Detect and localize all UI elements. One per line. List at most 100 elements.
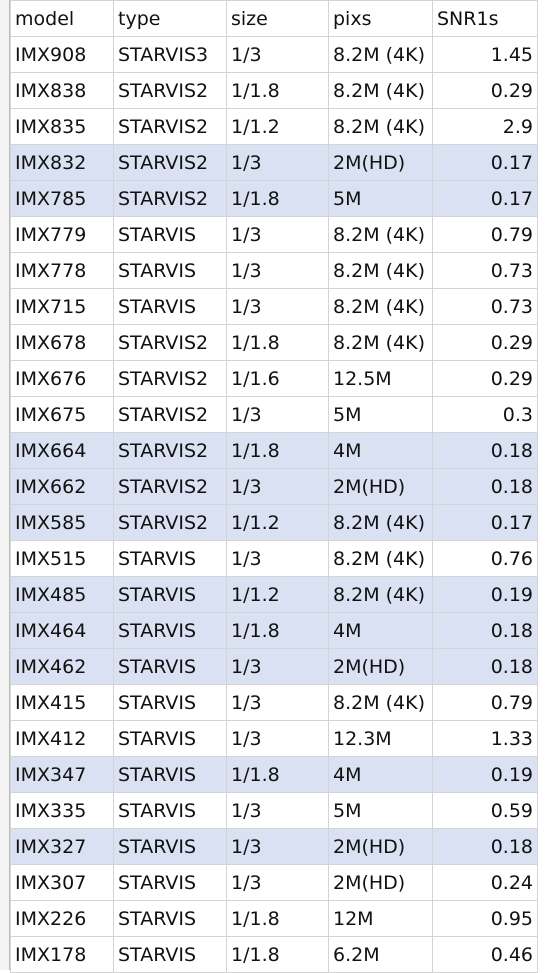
- snr-cell[interactable]: 2.9: [432, 108, 538, 145]
- snr-cell[interactable]: 0.18: [432, 432, 538, 469]
- model-cell[interactable]: IMX347: [10, 756, 114, 793]
- size-cell[interactable]: 1/3: [226, 468, 329, 505]
- type-cell[interactable]: STARVIS: [113, 828, 227, 865]
- size-cell[interactable]: 1/1.8: [226, 756, 329, 793]
- pixs-cell[interactable]: 6.2M: [328, 936, 433, 973]
- size-cell[interactable]: 1/1.8: [226, 324, 329, 361]
- size-cell[interactable]: 1/1.8: [226, 900, 329, 937]
- size-cell[interactable]: 1/1.8: [226, 936, 329, 973]
- type-cell[interactable]: STARVIS2: [113, 396, 227, 433]
- model-cell[interactable]: IMX908: [10, 36, 114, 73]
- pixs-cell[interactable]: 8.2M (4K): [328, 540, 433, 577]
- pixs-cell[interactable]: 2M(HD): [328, 144, 433, 181]
- pixs-cell[interactable]: 8.2M (4K): [328, 216, 433, 253]
- model-cell[interactable]: IMX327: [10, 828, 114, 865]
- type-cell[interactable]: STARVIS2: [113, 144, 227, 181]
- pixs-cell[interactable]: 8.2M (4K): [328, 36, 433, 73]
- size-cell[interactable]: 1/3: [226, 288, 329, 325]
- type-cell[interactable]: STARVIS2: [113, 324, 227, 361]
- type-cell[interactable]: STARVIS2: [113, 108, 227, 145]
- type-cell[interactable]: STARVIS2: [113, 504, 227, 541]
- size-cell[interactable]: 1/1.2: [226, 576, 329, 613]
- size-cell[interactable]: 1/1.8: [226, 72, 329, 109]
- type-cell[interactable]: STARVIS: [113, 288, 227, 325]
- size-cell[interactable]: 1/3: [226, 396, 329, 433]
- type-cell[interactable]: STARVIS: [113, 252, 227, 289]
- model-cell[interactable]: IMX678: [10, 324, 114, 361]
- header-cell[interactable]: pixs: [328, 0, 433, 37]
- type-cell[interactable]: STARVIS: [113, 720, 227, 757]
- model-cell[interactable]: IMX585: [10, 504, 114, 541]
- pixs-cell[interactable]: 12.3M: [328, 720, 433, 757]
- type-cell[interactable]: STARVIS2: [113, 180, 227, 217]
- snr-cell[interactable]: 0.29: [432, 72, 538, 109]
- model-cell[interactable]: IMX415: [10, 684, 114, 721]
- snr-cell[interactable]: 0.29: [432, 324, 538, 361]
- type-cell[interactable]: STARVIS: [113, 900, 227, 937]
- snr-cell[interactable]: 0.18: [432, 612, 538, 649]
- type-cell[interactable]: STARVIS: [113, 756, 227, 793]
- snr-cell[interactable]: 0.29: [432, 360, 538, 397]
- model-cell[interactable]: IMX307: [10, 864, 114, 901]
- size-cell[interactable]: 1/3: [226, 36, 329, 73]
- type-cell[interactable]: STARVIS: [113, 936, 227, 973]
- size-cell[interactable]: 1/3: [226, 864, 329, 901]
- snr-cell[interactable]: 1.45: [432, 36, 538, 73]
- snr-cell[interactable]: 0.24: [432, 864, 538, 901]
- size-cell[interactable]: 1/3: [226, 540, 329, 577]
- model-cell[interactable]: IMX412: [10, 720, 114, 757]
- snr-cell[interactable]: 0.46: [432, 936, 538, 973]
- pixs-cell[interactable]: 2M(HD): [328, 648, 433, 685]
- size-cell[interactable]: 1/1.8: [226, 180, 329, 217]
- size-cell[interactable]: 1/3: [226, 720, 329, 757]
- pixs-cell[interactable]: 8.2M (4K): [328, 288, 433, 325]
- size-cell[interactable]: 1/3: [226, 828, 329, 865]
- snr-cell[interactable]: 0.19: [432, 756, 538, 793]
- model-cell[interactable]: IMX464: [10, 612, 114, 649]
- model-cell[interactable]: IMX832: [10, 144, 114, 181]
- model-cell[interactable]: IMX715: [10, 288, 114, 325]
- size-cell[interactable]: 1/1.2: [226, 504, 329, 541]
- model-cell[interactable]: IMX664: [10, 432, 114, 469]
- pixs-cell[interactable]: 8.2M (4K): [328, 324, 433, 361]
- snr-cell[interactable]: 0.59: [432, 792, 538, 829]
- type-cell[interactable]: STARVIS: [113, 792, 227, 829]
- size-cell[interactable]: 1/3: [226, 648, 329, 685]
- model-cell[interactable]: IMX462: [10, 648, 114, 685]
- snr-cell[interactable]: 0.79: [432, 684, 538, 721]
- pixs-cell[interactable]: 8.2M (4K): [328, 576, 433, 613]
- model-cell[interactable]: IMX226: [10, 900, 114, 937]
- snr-cell[interactable]: 0.18: [432, 468, 538, 505]
- snr-cell[interactable]: 0.3: [432, 396, 538, 433]
- model-cell[interactable]: IMX675: [10, 396, 114, 433]
- snr-cell[interactable]: 1.33: [432, 720, 538, 757]
- type-cell[interactable]: STARVIS3: [113, 36, 227, 73]
- pixs-cell[interactable]: 4M: [328, 432, 433, 469]
- type-cell[interactable]: STARVIS: [113, 576, 227, 613]
- pixs-cell[interactable]: 2M(HD): [328, 468, 433, 505]
- pixs-cell[interactable]: 2M(HD): [328, 828, 433, 865]
- snr-cell[interactable]: 0.19: [432, 576, 538, 613]
- pixs-cell[interactable]: 8.2M (4K): [328, 108, 433, 145]
- pixs-cell[interactable]: 8.2M (4K): [328, 72, 433, 109]
- type-cell[interactable]: STARVIS: [113, 684, 227, 721]
- type-cell[interactable]: STARVIS: [113, 864, 227, 901]
- snr-cell[interactable]: 0.18: [432, 648, 538, 685]
- pixs-cell[interactable]: 8.2M (4K): [328, 504, 433, 541]
- snr-cell[interactable]: 0.73: [432, 252, 538, 289]
- pixs-cell[interactable]: 2M(HD): [328, 864, 433, 901]
- model-cell[interactable]: IMX335: [10, 792, 114, 829]
- pixs-cell[interactable]: 4M: [328, 612, 433, 649]
- size-cell[interactable]: 1/3: [226, 684, 329, 721]
- pixs-cell[interactable]: 12.5M: [328, 360, 433, 397]
- model-cell[interactable]: IMX785: [10, 180, 114, 217]
- snr-cell[interactable]: 0.18: [432, 828, 538, 865]
- model-cell[interactable]: IMX779: [10, 216, 114, 253]
- pixs-cell[interactable]: 5M: [328, 396, 433, 433]
- size-cell[interactable]: 1/3: [226, 792, 329, 829]
- snr-cell[interactable]: 0.95: [432, 900, 538, 937]
- size-cell[interactable]: 1/3: [226, 216, 329, 253]
- type-cell[interactable]: STARVIS2: [113, 468, 227, 505]
- type-cell[interactable]: STARVIS: [113, 612, 227, 649]
- snr-cell[interactable]: 0.73: [432, 288, 538, 325]
